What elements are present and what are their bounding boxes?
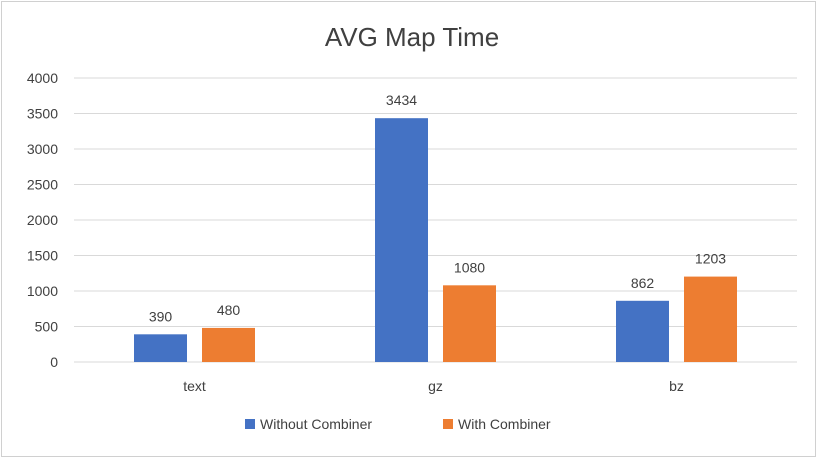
bar — [616, 300, 669, 362]
data-label: 1203 — [695, 251, 726, 267]
data-label: 480 — [217, 302, 241, 318]
legend-label: With Combiner — [458, 416, 551, 432]
y-tick-label: 1500 — [27, 248, 58, 264]
bar — [443, 285, 496, 362]
x-category-label: text — [183, 378, 206, 394]
y-tick-label: 2000 — [27, 212, 58, 228]
x-category-label: bz — [669, 378, 684, 394]
data-label: 3434 — [386, 92, 417, 108]
y-axis-ticks: 0 500 1000 1500 2000 2500 3000 3500 4000 — [27, 70, 58, 370]
y-tick-label: 0 — [50, 354, 58, 370]
data-labels: 390 480 3434 1080 862 1203 — [149, 92, 726, 324]
y-tick-label: 500 — [35, 319, 59, 335]
y-tick-label: 1000 — [27, 283, 58, 299]
legend-label: Without Combiner — [260, 416, 372, 432]
y-tick-label: 3000 — [27, 141, 58, 157]
chart-title: AVG Map Time — [325, 22, 499, 52]
data-label: 862 — [631, 275, 655, 291]
bar — [134, 334, 187, 362]
legend-swatch — [245, 419, 255, 429]
legend-swatch — [443, 419, 453, 429]
y-tick-label: 3500 — [27, 106, 58, 122]
legend: Without Combiner With Combiner — [245, 416, 551, 432]
bar — [202, 327, 255, 362]
data-label: 1080 — [454, 259, 485, 275]
y-tick-label: 2500 — [27, 177, 58, 193]
bar — [684, 276, 737, 362]
bar — [375, 118, 428, 362]
bars — [134, 118, 737, 362]
data-label: 390 — [149, 308, 173, 324]
x-axis-categories: text gz bz — [183, 378, 684, 394]
x-category-label: gz — [428, 378, 443, 394]
gridlines — [74, 77, 797, 363]
y-tick-label: 4000 — [27, 70, 58, 86]
